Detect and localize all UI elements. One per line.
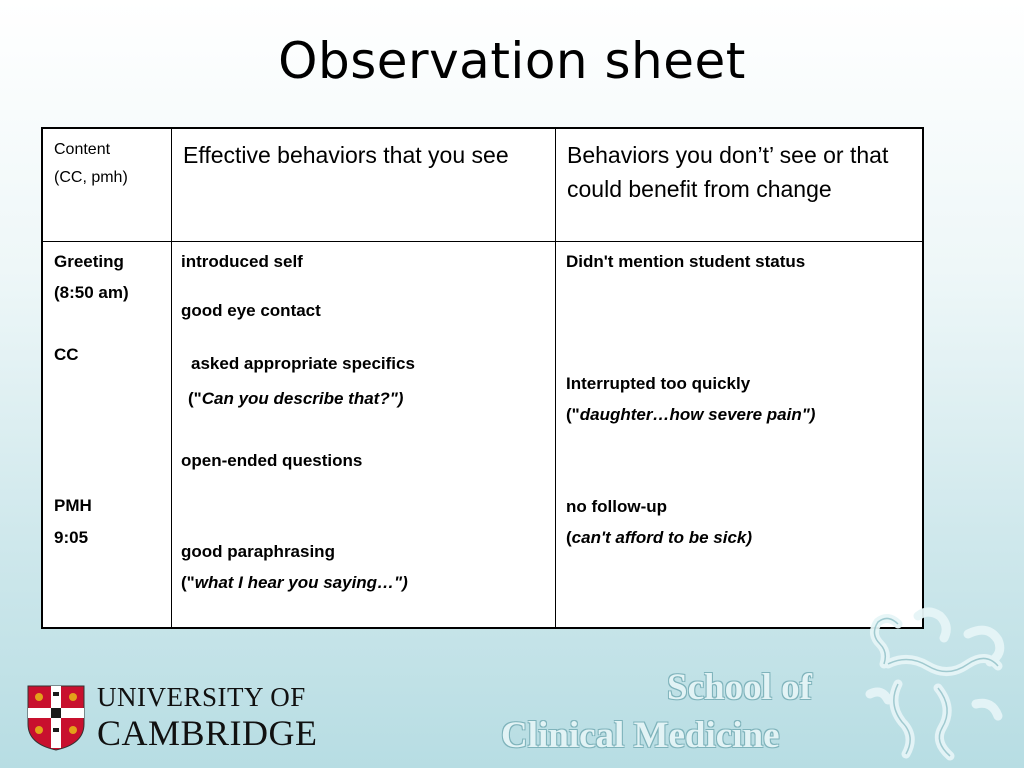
school-name-line1: School of [667,667,812,708]
change-item: no follow-up [566,497,668,516]
slide-title: Observation sheet [278,32,746,90]
cambridge-crest-icon [27,685,85,751]
effective-item: introduced self [181,252,303,271]
pmh-label: PMH [54,496,92,515]
lion-emblem-icon [865,607,1005,761]
effective-item: asked appropriate specifics [191,354,415,373]
header-change-cell: Behaviors you don’t’ see or that could b… [555,127,924,242]
greeting-time: (8:50 am) [54,283,129,302]
quote-open: (" [181,573,195,592]
quote-text: can't afford to be sick) [571,528,753,547]
greeting-label: Greeting [54,252,124,271]
effective-item: good eye contact [181,301,321,320]
university-name-line1: UNIVERSITY OF [97,682,306,712]
effective-item: open-ended questions [181,451,363,470]
change-quote: (can't afford to be sick) [566,528,752,548]
school-name-line2: Clinical Medicine [501,715,780,756]
effective-item: good paraphrasing [181,542,335,561]
table-header-row: Content (CC, pmh) Effective behaviors th… [41,127,924,242]
pmh-time: 9:05 [54,528,89,547]
content-column-cell: Greeting (8:50 am) CC PMH 9:05 [41,241,172,629]
quote-text: Can you describe that?") [201,389,404,408]
effective-quote: ("what I hear you saying…") [181,573,408,593]
header-content-cell: Content (CC, pmh) [41,127,172,242]
header-effective-cell: Effective behaviors that you see [171,127,556,242]
cc-label: CC [54,345,79,364]
quote-open: ( [566,528,572,547]
effective-quote: ("Can you describe that?") [188,389,403,409]
quote-open: (" [188,389,202,408]
effective-column-cell: introduced self good eye contact asked a… [171,241,556,629]
change-column-cell: Didn't mention student status Interrupte… [555,241,924,629]
change-quote: ("daughter…how severe pain") [566,405,815,425]
header-content-sublabel: (CC, pmh) [54,169,128,186]
header-change-label: Behaviors you don’t’ see or that could b… [567,142,889,202]
quote-text: daughter…how severe pain") [579,405,816,424]
observation-table: Content (CC, pmh) Effective behaviors th… [41,127,924,629]
quote-text: what I hear you saying…") [194,573,408,592]
change-item: Interrupted too quickly [566,374,751,393]
header-effective-label: Effective behaviors that you see [183,142,509,168]
header-content-label: Content [54,141,111,158]
university-name-line2: CAMBRIDGE [97,713,318,753]
change-item: Didn't mention student status [566,252,806,271]
table-body-row: Greeting (8:50 am) CC PMH 9:05 introduce… [41,241,924,629]
quote-open: (" [566,405,580,424]
